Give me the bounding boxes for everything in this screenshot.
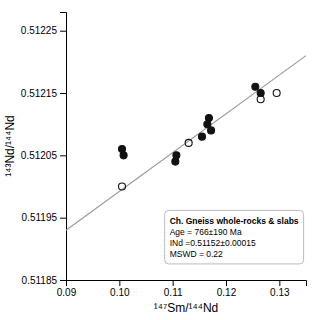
tick-label: 0.51225 (21, 25, 58, 36)
tick: 0.10 (110, 280, 130, 298)
tick-mark (60, 155, 66, 156)
open-point (119, 183, 126, 190)
tick-mark (60, 218, 66, 219)
tick-mark (60, 93, 66, 94)
tick: 0.51205 (21, 150, 66, 161)
axis-line (60, 13, 67, 281)
axis: 0.51185 0.51195 0.51205 0.51215 0.51225 (21, 13, 67, 286)
filled-point (173, 152, 180, 159)
annotation-text: Age = 766±190 Ma (170, 227, 242, 237)
tick-mark (60, 31, 66, 32)
tick-label: 0.09 (57, 287, 77, 298)
tick: 0.12 (217, 280, 237, 298)
tick: 0.09 (57, 280, 77, 298)
filled-points (119, 83, 265, 165)
filled-point (199, 133, 206, 140)
tick-label: 0.13 (270, 287, 290, 298)
annotation-text: MSWD = 0.22 (170, 249, 223, 259)
tick-label: 0.51185 (22, 275, 58, 286)
filled-point (257, 90, 264, 97)
tick-mark (173, 280, 174, 286)
open-point (185, 139, 192, 146)
axis-line (67, 281, 307, 287)
x-axis-title: ¹⁴⁷Sm/¹⁴⁴Nd (154, 301, 218, 315)
tick: 0.51215 (21, 88, 66, 99)
tick-mark (226, 280, 227, 286)
tick-label: 0.12 (217, 287, 237, 298)
tick: 0.11 (164, 280, 183, 298)
plot-area (66, 56, 306, 231)
regression-line (66, 56, 306, 231)
filled-point (120, 152, 127, 159)
filled-point (252, 83, 259, 90)
tick-label: 0.51205 (21, 150, 58, 161)
tick: 0.51225 (21, 25, 66, 36)
tick-label: 0.51195 (22, 212, 58, 223)
annotation-title: Ch. Gneiss whole-rocks & slabs (170, 216, 299, 226)
axis: 0.09 0.10 0.11 0.12 0.13 (57, 280, 307, 298)
tick-mark (60, 280, 66, 281)
tick-label: 0.11 (164, 287, 183, 298)
y-axis-title: ¹⁴³Nd/¹⁴⁴Nd (3, 115, 17, 176)
tick-label: 0.10 (110, 287, 130, 298)
tick-mark (279, 280, 280, 286)
annotation-box (165, 210, 304, 263)
tick: 0.51195 (22, 212, 66, 223)
tick-label: 0.51215 (21, 88, 58, 99)
tick: 0.13 (270, 280, 290, 298)
filled-point (208, 127, 215, 134)
open-points (119, 90, 281, 190)
tick: 0.51185 (22, 275, 66, 286)
annotation-text: INd =0.51152±0.00015 (170, 238, 256, 248)
annotation: Ch. Gneiss whole-rocks & slabsAge = 766±… (165, 210, 304, 263)
chart: 0.09 0.10 0.11 0.12 0.13 0.51185 0.51195 0.5120… (0, 0, 320, 320)
open-point (273, 90, 280, 97)
filled-point (205, 114, 212, 121)
tick-mark (119, 280, 120, 286)
